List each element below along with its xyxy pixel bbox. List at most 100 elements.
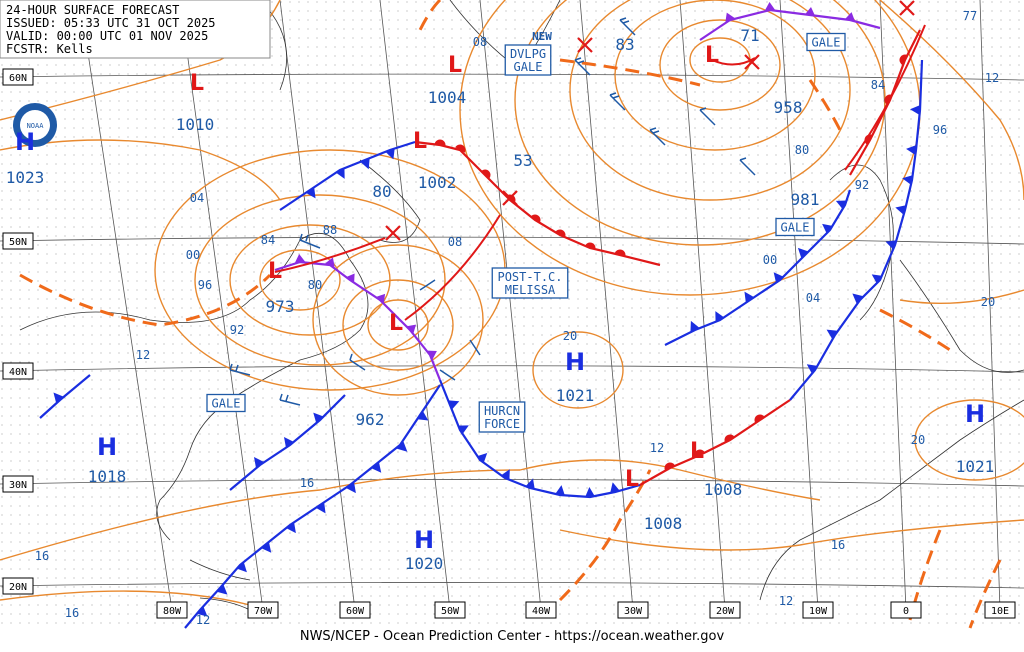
isobar-label: 88 <box>323 223 337 237</box>
central-pressure: 83 <box>615 35 634 54</box>
low-symbol: L <box>389 311 403 336</box>
isobar-label: 12 <box>196 613 210 627</box>
x-markers <box>385 0 915 241</box>
lon-label: 80W <box>163 606 182 617</box>
warning-text: FORCE <box>484 417 520 431</box>
low-symbol: L <box>190 71 204 96</box>
warning-text: GALE <box>781 221 810 235</box>
isobar-label: 77 <box>963 9 977 23</box>
warning-box <box>775 217 815 237</box>
low-pressure: 1008 <box>644 514 683 533</box>
low-pressure: 1010 <box>176 115 215 134</box>
warning-text: GALE <box>212 397 241 411</box>
high-symbol: H <box>965 400 985 428</box>
isobar-label: 84 <box>261 233 275 247</box>
low-symbol: L <box>268 259 282 284</box>
warning-text: GALE <box>812 36 841 50</box>
lon-label: 30W <box>624 606 643 617</box>
lon-label-box <box>434 601 466 619</box>
lon-label-box <box>802 601 834 619</box>
isobar-label: 12 <box>779 594 793 608</box>
lon-label: 60W <box>346 606 365 617</box>
isobar-label: 92 <box>230 323 244 337</box>
isobar-label: 92 <box>855 178 869 192</box>
isobar-label: 16 <box>65 606 79 620</box>
high-pressure: 1020 <box>405 554 444 573</box>
isobars <box>0 0 1024 606</box>
low-symbol: L <box>705 43 719 68</box>
warning-box <box>206 393 246 413</box>
isobar-label: 16 <box>300 476 314 490</box>
isobar-label: 16 <box>831 538 845 552</box>
lat-label-box <box>2 232 34 250</box>
isobar-label: 84 <box>871 78 885 92</box>
central-pressure: 71 <box>740 26 759 45</box>
warning-text: DVLPG <box>510 47 546 61</box>
high-pressure: 1021 <box>556 386 595 405</box>
noaa-logo: NOAA <box>13 103 57 147</box>
header-line: VALID: 00:00 UTC 01 NOV 2025 <box>6 29 208 43</box>
isobar-label: 20 <box>981 295 995 309</box>
low-symbol: L <box>690 439 704 464</box>
lat-label: 20N <box>9 582 27 593</box>
low-pressure: 973 <box>266 297 295 316</box>
low-pressure: 1002 <box>418 173 457 192</box>
isobar-label: 12 <box>136 348 150 362</box>
warning-text: MELISSA <box>505 283 556 297</box>
lon-label: 40W <box>532 606 551 617</box>
high-pressure: 1021 <box>956 457 995 476</box>
lon-label: 10E <box>991 606 1009 617</box>
ice-label: NEW <box>532 30 552 43</box>
low-pressure: 962 <box>356 410 385 429</box>
isobar-label: 08 <box>448 235 462 249</box>
isobar-label: 20 <box>563 329 577 343</box>
header-box <box>0 0 271 59</box>
lon-label-box <box>339 601 371 619</box>
lat-label: 60N <box>9 73 27 84</box>
lon-label: 10W <box>809 606 828 617</box>
isobar-label: 08 <box>473 35 487 49</box>
lon-label: 20W <box>716 606 735 617</box>
warning-box <box>806 32 846 52</box>
low-symbol: L <box>413 129 427 154</box>
warning-text: POST-T.C. <box>497 270 562 284</box>
lon-label: 0 <box>903 606 909 617</box>
isobar-label: 04 <box>190 191 204 205</box>
isobar-label: 80 <box>795 143 809 157</box>
central-pressure: 53 <box>513 151 532 170</box>
isobar-label: 80 <box>308 278 322 292</box>
lon-label-box <box>156 601 188 619</box>
svg-text:NOAA: NOAA <box>27 122 45 130</box>
high-symbol: H <box>565 348 585 376</box>
isobar-label: 00 <box>186 248 200 262</box>
lon-label-box <box>247 601 279 619</box>
lat-label: 50N <box>9 237 27 248</box>
isobar-label: 96 <box>198 278 212 292</box>
isobar-label: 12 <box>650 441 664 455</box>
low-pressure: 958 <box>774 98 803 117</box>
header-line: FCSTR: Kells <box>6 42 93 56</box>
low-symbol: L <box>448 53 462 78</box>
isobar-label: 00 <box>763 253 777 267</box>
warning-text: HURCN <box>484 404 520 418</box>
isobar-label: 04 <box>806 291 820 305</box>
low-pressure: 1004 <box>428 88 467 107</box>
central-pressure: 981 <box>791 190 820 209</box>
lon-label-box <box>890 601 922 619</box>
central-pressure: 80 <box>372 182 391 201</box>
lat-label: 40N <box>9 367 27 378</box>
lon-label-box <box>525 601 557 619</box>
lon-label-box <box>617 601 649 619</box>
footer: NWS/NCEP - Ocean Prediction Center - htt… <box>300 629 725 644</box>
header-line: 24-HOUR SURFACE FORECAST <box>6 3 179 17</box>
warning-box <box>478 401 526 433</box>
isobar-label: 20 <box>911 433 925 447</box>
lat-label-box <box>2 577 34 595</box>
high-symbol: H <box>15 128 35 156</box>
high-pressure: 1018 <box>88 467 127 486</box>
lat-label-box <box>2 68 34 86</box>
isobar-label: 96 <box>933 123 947 137</box>
lat-label-box <box>2 362 34 380</box>
lon-label: 50W <box>441 606 460 617</box>
